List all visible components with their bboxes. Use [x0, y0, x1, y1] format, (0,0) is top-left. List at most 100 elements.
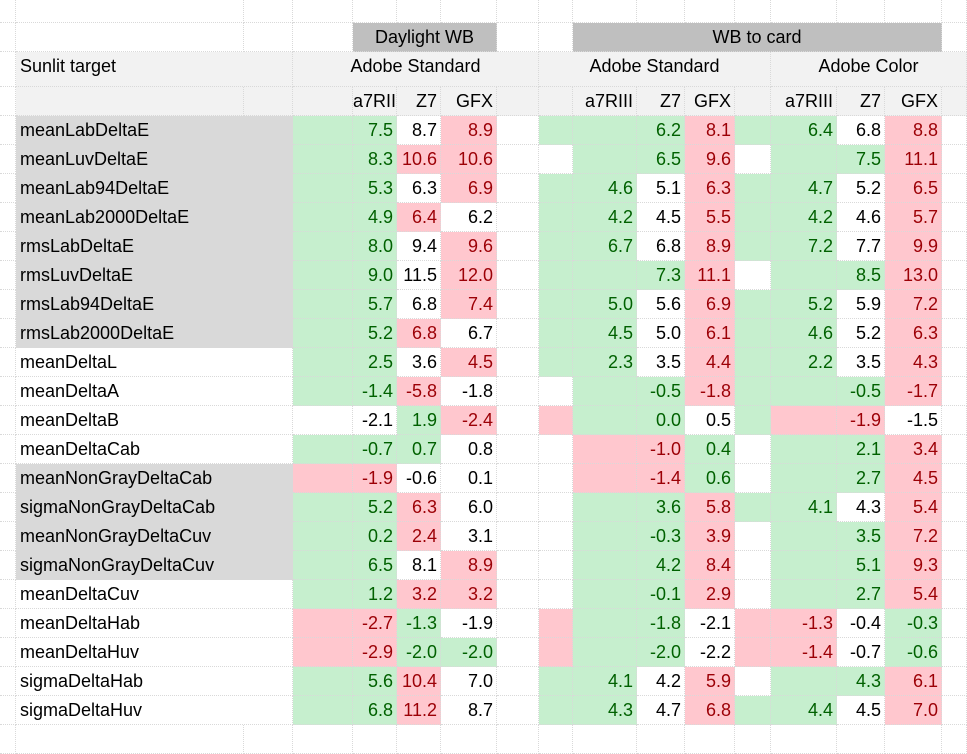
row-label[interactable]: rmsLuvDeltaE [16, 261, 293, 290]
value-cell[interactable]: 6.3 [685, 174, 735, 203]
value-cell[interactable]: 5.2 [837, 319, 885, 348]
profile-header-daylight-adobe-standard[interactable]: Adobe Standard [293, 52, 539, 87]
value-cell[interactable]: -1.4 [637, 464, 685, 493]
value-cell[interactable]: 10.6 [397, 145, 441, 174]
value-cell[interactable]: -1.9 [441, 609, 497, 638]
empty-cell[interactable] [397, 0, 441, 23]
value-cell[interactable]: 0.1 [441, 464, 497, 493]
empty-cell[interactable] [942, 551, 967, 580]
cell-pad[interactable] [573, 493, 637, 522]
value-cell[interactable]: -2.2 [685, 638, 735, 667]
value-cell[interactable]: 6.5 [353, 551, 397, 580]
value-cell[interactable]: 8.8 [885, 116, 942, 145]
value-cell[interactable]: 0.4 [685, 435, 735, 464]
value-cell[interactable]: 4.2 [637, 551, 685, 580]
value-cell[interactable]: 6.2 [441, 203, 497, 232]
empty-cell[interactable] [0, 464, 16, 493]
value-cell[interactable]: 5.2 [353, 319, 397, 348]
empty-cell[interactable] [942, 261, 967, 290]
camera-header[interactable]: Z7 [397, 87, 441, 116]
cell-pad[interactable] [735, 406, 771, 435]
value-cell[interactable]: 5.9 [837, 290, 885, 319]
value-cell[interactable]: 8.5 [837, 261, 885, 290]
value-cell[interactable]: 5.4 [885, 493, 942, 522]
cell-pad[interactable] [573, 261, 637, 290]
value-cell[interactable]: 6.4 [397, 203, 441, 232]
cell-pad[interactable] [573, 464, 637, 493]
empty-cell[interactable] [0, 377, 16, 406]
empty-cell[interactable] [16, 23, 244, 52]
camera-header[interactable]: GFX [885, 87, 942, 116]
group-header-daylight-wb[interactable]: Daylight WB [353, 23, 497, 52]
cell-pad[interactable] [735, 580, 771, 609]
value-cell[interactable]: -0.1 [637, 580, 685, 609]
camera-header[interactable]: GFX [685, 87, 735, 116]
cell-pad[interactable] [735, 290, 771, 319]
value-cell[interactable]: 7.7 [837, 232, 885, 261]
empty-cell[interactable] [0, 522, 16, 551]
empty-cell[interactable] [837, 0, 885, 23]
cell-pad[interactable] [771, 319, 837, 348]
empty-cell[interactable] [397, 725, 441, 754]
cell-pad[interactable] [539, 116, 573, 145]
cell-pad[interactable] [771, 667, 837, 696]
cell-pad[interactable] [539, 145, 573, 174]
cell-pad[interactable] [293, 290, 353, 319]
value-cell[interactable]: 9.6 [441, 232, 497, 261]
profile-header-card-adobe-color[interactable]: Adobe Color [771, 52, 967, 87]
header-spacer[interactable] [539, 87, 573, 116]
cell-pad[interactable] [539, 493, 573, 522]
empty-cell[interactable] [497, 638, 539, 667]
value-cell[interactable]: -2.7 [353, 609, 397, 638]
row-label[interactable]: meanDeltaCab [16, 435, 293, 464]
empty-cell[interactable] [497, 348, 539, 377]
value-cell[interactable]: -0.5 [637, 377, 685, 406]
empty-cell[interactable] [0, 290, 16, 319]
cell-pad[interactable] [771, 551, 837, 580]
empty-cell[interactable] [942, 406, 967, 435]
value-cell[interactable]: 6.8 [397, 319, 441, 348]
value-cell[interactable]: 0.8 [441, 435, 497, 464]
row-label[interactable]: sigmaNonGrayDeltaCab [16, 493, 293, 522]
empty-cell[interactable] [497, 580, 539, 609]
value-cell[interactable]: 9.4 [397, 232, 441, 261]
value-cell[interactable]: -1.9 [353, 464, 397, 493]
empty-cell[interactable] [942, 23, 967, 52]
cell-pad[interactable] [771, 290, 837, 319]
cell-pad[interactable] [735, 377, 771, 406]
empty-cell[interactable] [497, 116, 539, 145]
camera-header[interactable]: a7RIII [353, 87, 397, 116]
value-cell[interactable]: 4.5 [573, 319, 637, 348]
cell-pad[interactable] [539, 638, 573, 667]
value-cell[interactable]: 4.5 [637, 203, 685, 232]
value-cell[interactable]: 6.5 [885, 174, 942, 203]
value-cell[interactable]: 8.1 [397, 551, 441, 580]
empty-cell[interactable] [497, 145, 539, 174]
value-cell[interactable]: 2.1 [837, 435, 885, 464]
empty-cell[interactable] [497, 435, 539, 464]
value-cell[interactable]: -2.1 [353, 406, 397, 435]
value-cell[interactable]: 8.1 [685, 116, 735, 145]
value-cell[interactable]: 3.9 [685, 522, 735, 551]
empty-cell[interactable] [497, 696, 539, 725]
value-cell[interactable]: -1.7 [885, 377, 942, 406]
value-cell[interactable]: 6.8 [637, 232, 685, 261]
value-cell[interactable]: 3.4 [885, 435, 942, 464]
value-cell[interactable]: 6.7 [573, 232, 637, 261]
cell-pad[interactable] [573, 435, 637, 464]
empty-cell[interactable] [293, 23, 353, 52]
cell-pad[interactable] [771, 145, 837, 174]
row-label[interactable]: meanLab2000DeltaE [16, 203, 293, 232]
empty-cell[interactable] [0, 203, 16, 232]
cell-pad[interactable] [735, 319, 771, 348]
cell-pad[interactable] [771, 522, 837, 551]
value-cell[interactable]: 5.2 [837, 174, 885, 203]
empty-cell[interactable] [497, 493, 539, 522]
empty-cell[interactable] [942, 145, 967, 174]
value-cell[interactable]: -1.8 [637, 609, 685, 638]
cell-pad[interactable] [735, 435, 771, 464]
empty-cell[interactable] [942, 609, 967, 638]
cell-pad[interactable] [539, 667, 573, 696]
cell-pad[interactable] [735, 116, 771, 145]
header-spacer[interactable] [735, 87, 771, 116]
